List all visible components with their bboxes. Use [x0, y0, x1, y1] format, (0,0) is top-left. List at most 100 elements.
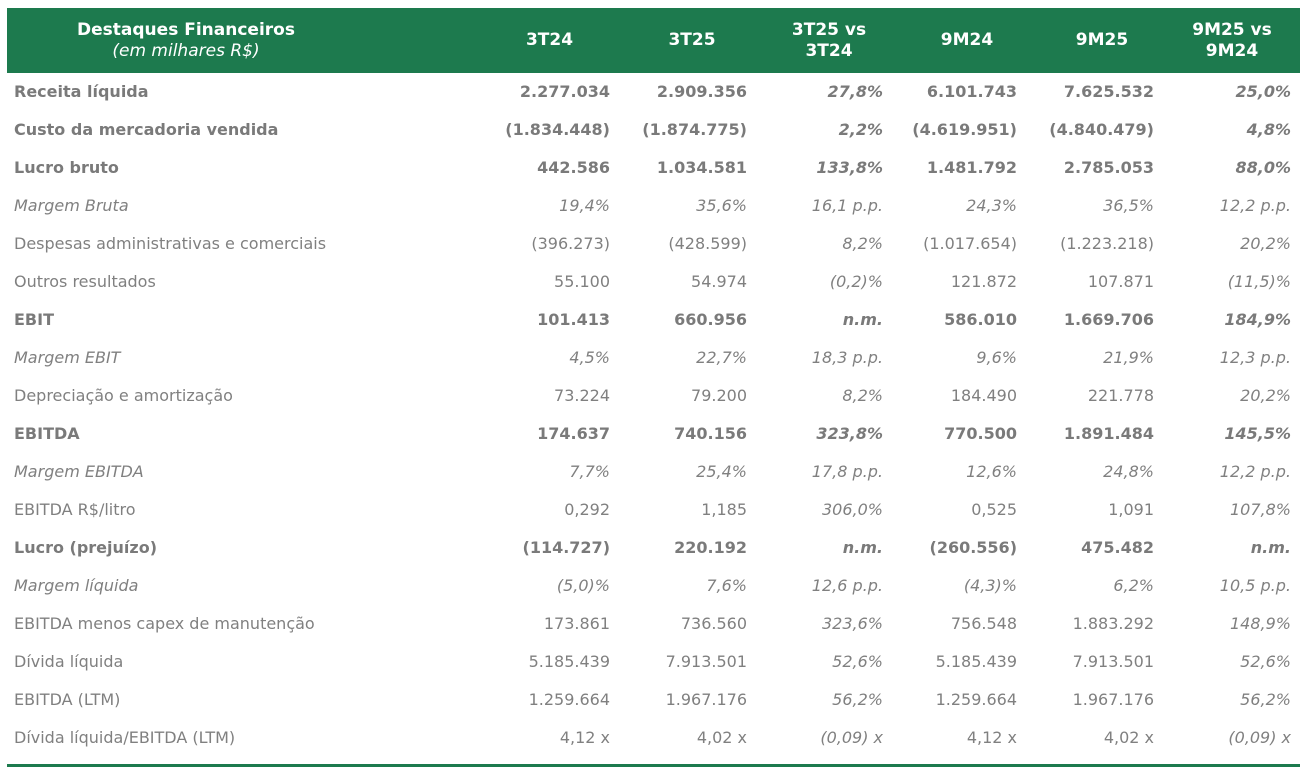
- table-row: Receita líquida 2.277.034 2.909.356 27,8% 6.…: [7, 73, 1300, 111]
- row-value: 107,8%: [1229, 500, 1291, 519]
- row-value: (4.619.951): [912, 120, 1017, 139]
- row-value: 12,6 p.p.: [811, 576, 883, 595]
- row-value: 27,8%: [827, 82, 883, 101]
- table-row: EBITDA 174.637 740.156 323,8% 770.500 1.891.4…: [7, 415, 1300, 453]
- row-value: 184.490: [950, 386, 1017, 405]
- row-value: 56,2%: [832, 690, 883, 709]
- row-value: 323,6%: [821, 614, 883, 633]
- row-value: 25,4%: [696, 462, 747, 481]
- row-value: 7.913.501: [1072, 652, 1154, 671]
- row-value: 221.778: [1087, 386, 1154, 405]
- row-value: 20,2%: [1240, 234, 1291, 253]
- col-header-9m25-vs-9m24: 9M25 vs 9M24: [1167, 8, 1297, 73]
- row-value: 36,5%: [1103, 196, 1154, 215]
- row-value: (114.727): [522, 538, 611, 557]
- row-value: 7.913.501: [665, 652, 747, 671]
- row-label: Receita líquida: [14, 82, 149, 101]
- row-value: 8,2%: [842, 386, 883, 405]
- row-value: (4.840.479): [1049, 120, 1154, 139]
- row-value: (396.273): [531, 234, 610, 253]
- row-value: (11,5)%: [1227, 272, 1291, 291]
- row-value: 17,8 p.p.: [811, 462, 883, 481]
- row-value: (1.223.218): [1060, 234, 1154, 253]
- row-value: 7,7%: [569, 462, 610, 481]
- row-value: 184,9%: [1224, 310, 1291, 329]
- table-row: EBITDA R$/litro 0,292 1,185 306,0% 0,525 1,09…: [7, 491, 1300, 529]
- table-row: Outros resultados 55.100 54.974 (0,2)% 121.8…: [7, 263, 1300, 301]
- table-row: Margem Bruta 19,4% 35,6% 16,1 p.p. 24,3% 36,5…: [7, 187, 1300, 225]
- row-value: (4,3)%: [963, 576, 1017, 595]
- row-value: 88,0%: [1235, 158, 1291, 177]
- col-header-3t25: 3T25: [668, 30, 716, 50]
- row-label: Margem Bruta: [14, 196, 129, 215]
- row-value: 7,6%: [706, 576, 747, 595]
- row-label: Margem líquida: [14, 576, 139, 595]
- row-value: n.m.: [842, 538, 883, 557]
- table-row: Depreciação e amortização 73.224 79.200 8,2…: [7, 377, 1300, 415]
- row-value: 1.967.176: [1072, 690, 1154, 709]
- row-label: Margem EBITDA: [14, 462, 144, 481]
- row-value: 1.259.664: [935, 690, 1017, 709]
- row-value: 2,2%: [838, 120, 883, 139]
- row-value: (260.556): [929, 538, 1018, 557]
- row-value: 56,2%: [1240, 690, 1291, 709]
- row-value: 8,2%: [842, 234, 883, 253]
- row-value: 4,02 x: [1103, 728, 1154, 747]
- row-value: (0,2)%: [829, 272, 883, 291]
- row-value: 306,0%: [821, 500, 883, 519]
- row-value: 1.259.664: [528, 690, 610, 709]
- row-label: Margem EBIT: [14, 348, 121, 367]
- row-value: 586.010: [944, 310, 1017, 329]
- row-label: Outros resultados: [14, 272, 156, 291]
- col-header-9m24: 9M24: [940, 30, 994, 50]
- row-value: 1.034.581: [656, 158, 747, 177]
- row-value: 1.669.706: [1063, 310, 1154, 329]
- row-value: (5,0)%: [556, 576, 610, 595]
- row-value: 2.785.053: [1063, 158, 1154, 177]
- row-value: 133,8%: [816, 158, 883, 177]
- row-value: 16,1 p.p.: [811, 196, 883, 215]
- row-value: 12,3 p.p.: [1219, 348, 1291, 367]
- table-row: Lucro bruto 442.586 1.034.581 133,8% 1.481.7…: [7, 149, 1300, 187]
- row-value: 52,6%: [832, 652, 883, 671]
- table-header: Destaques Financeiros (em milhares R$) 3…: [7, 8, 1300, 73]
- row-value: 1.967.176: [665, 690, 747, 709]
- row-value: 24,3%: [966, 196, 1017, 215]
- col-header-9m25-vs-9m24-text: 9M25 vs 9M24: [1192, 19, 1272, 61]
- row-label: Lucro bruto: [14, 158, 119, 177]
- row-value: 24,8%: [1103, 462, 1154, 481]
- table-row: Margem EBIT 4,5% 22,7% 18,3 p.p. 9,6% 21,9% 12…: [7, 339, 1300, 377]
- row-value: 4,8%: [1246, 120, 1291, 139]
- row-value: 4,02 x: [696, 728, 747, 747]
- row-value: 0,292: [564, 500, 610, 519]
- row-value: 9,6%: [976, 348, 1017, 367]
- row-value: 5.185.439: [528, 652, 610, 671]
- row-label: EBITDA R$/litro: [14, 500, 136, 519]
- row-value: 323,8%: [816, 424, 883, 443]
- table-row: Margem líquida (5,0)% 7,6% 12,6 p.p. (4,3)% 6…: [7, 567, 1300, 605]
- row-label: Despesas administrativas e comerciais: [14, 234, 327, 253]
- row-value: (0,09) x: [820, 728, 883, 747]
- row-value: 736.560: [680, 614, 747, 633]
- row-value: 5.185.439: [935, 652, 1017, 671]
- row-value: 107.871: [1087, 272, 1154, 291]
- row-value: 18,3 p.p.: [811, 348, 883, 367]
- row-value: 0,525: [971, 500, 1017, 519]
- row-value: (1.017.654): [923, 234, 1017, 253]
- row-value: 21,9%: [1103, 348, 1154, 367]
- row-value: 73.224: [554, 386, 610, 405]
- row-value: 25,0%: [1235, 82, 1291, 101]
- row-value: 4,12 x: [966, 728, 1017, 747]
- row-label: Custo da mercadoria vendida: [14, 120, 279, 139]
- table-row: Despesas administrativas e comerciais (39…: [7, 225, 1300, 263]
- row-value: 101.413: [537, 310, 610, 329]
- financial-highlights-table: Destaques Financeiros (em milhares R$) 3…: [7, 8, 1300, 757]
- row-value: (428.599): [668, 234, 747, 253]
- row-value: n.m.: [842, 310, 883, 329]
- row-value: 148,9%: [1229, 614, 1291, 633]
- row-label: Depreciação e amortização: [14, 386, 233, 405]
- row-label: Dívida líquida/EBITDA (LTM): [14, 728, 236, 747]
- bottom-rule: [7, 764, 1300, 767]
- row-value: 1,091: [1108, 500, 1154, 519]
- row-value: 10,5 p.p.: [1219, 576, 1291, 595]
